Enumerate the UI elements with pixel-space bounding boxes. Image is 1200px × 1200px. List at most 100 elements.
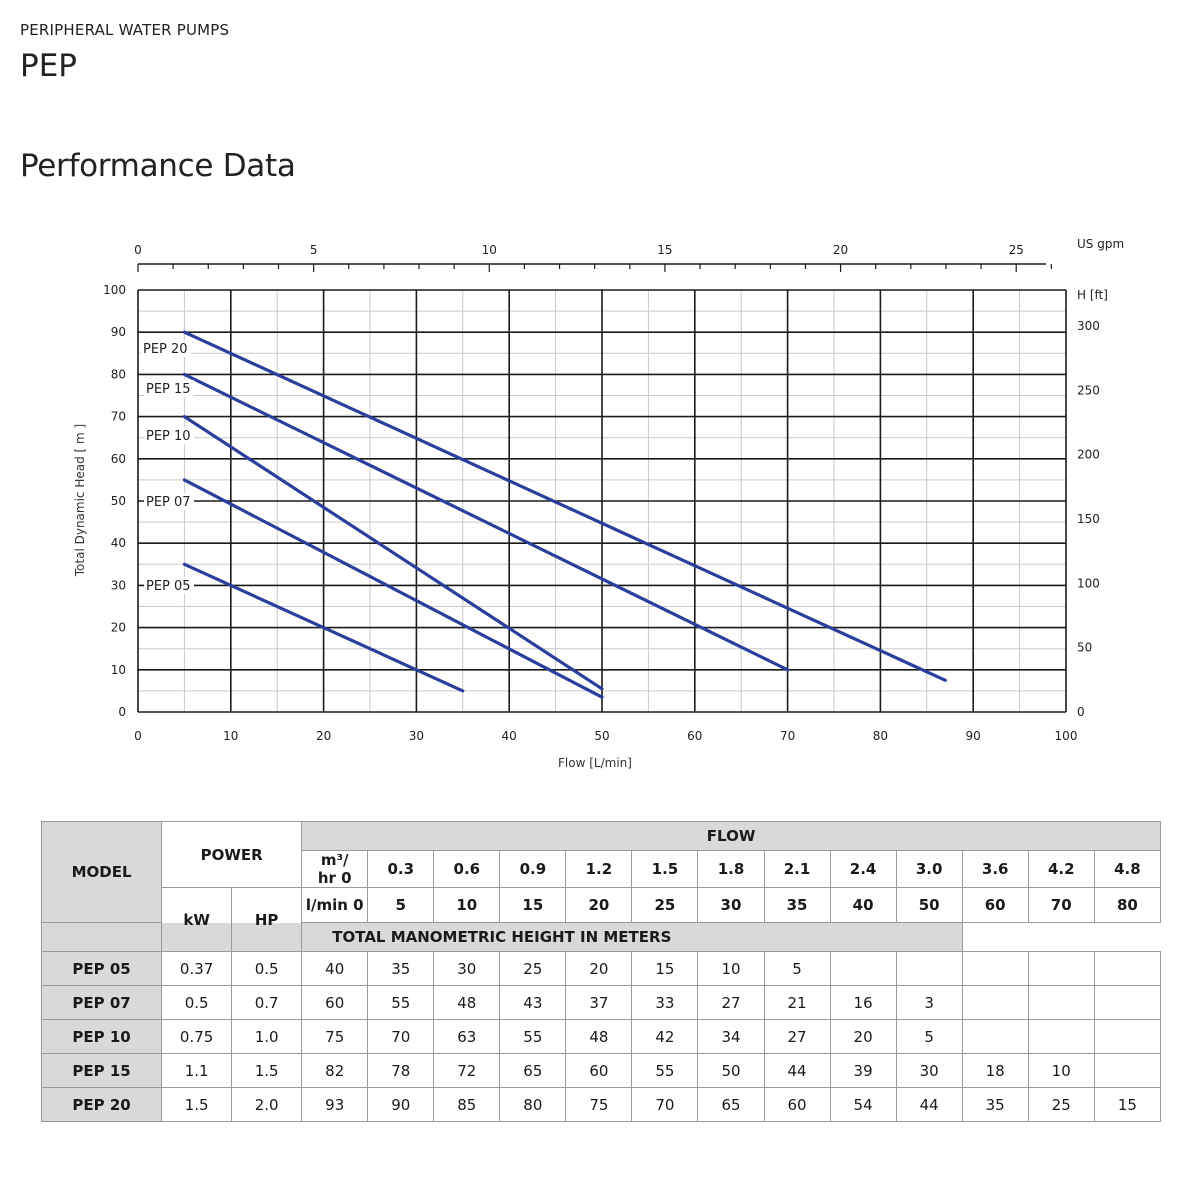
table-row: PEP 05 0.37 0.5 40 35 30 25 20 15 10 5 (40, 951, 1162, 986)
performance-chart: 0 10 20 30 40 50 60 70 80 90 100010203040506070809… (73, 237, 1124, 770)
right-tick-label: 150 (1077, 512, 1100, 526)
head-value-cell (1093, 1053, 1162, 1088)
head-value-cell: 42 (631, 1019, 699, 1054)
series-label-bg (144, 577, 194, 594)
head-value-cell: 75 (565, 1087, 633, 1122)
head-value-cell: 90 (367, 1087, 435, 1122)
x-tick-label: 70 (780, 729, 795, 743)
top-tick-label: 5 (310, 243, 318, 257)
head-value-cell: 37 (565, 985, 633, 1020)
right-tick-label: 0 (1077, 705, 1085, 719)
flow-lmin-value: 50 (895, 887, 963, 923)
y-tick-label: 50 (111, 494, 126, 508)
series-label-bg (144, 427, 194, 444)
series-line (182, 415, 604, 691)
flow-lmin-value: 60 (961, 887, 1029, 923)
series-line (182, 372, 790, 672)
head-value-cell: 63 (433, 1019, 501, 1054)
flow-lmin-value: 25 (631, 887, 699, 923)
top-axis-label: US gpm (1077, 237, 1124, 251)
top-tick-label: 20 (833, 243, 848, 257)
head-value-cell: 44 (895, 1087, 963, 1122)
model-name-cell: PEP 10 (40, 1019, 163, 1054)
head-value-cell: 34 (697, 1019, 765, 1054)
series-label-bg (141, 340, 191, 357)
m3-unit-line1: m³/ (320, 851, 349, 869)
series-label-bg (144, 493, 194, 510)
flow-lmin-value: 5 (367, 887, 435, 923)
kw-cell: 1.5 (161, 1087, 233, 1122)
right-axis-label: H [ft] (1077, 288, 1108, 302)
series-label-bg (144, 380, 194, 397)
power-header: POWER (161, 821, 303, 888)
head-value-cell: 55 (631, 1053, 699, 1088)
kw-cell: 0.37 (161, 951, 233, 986)
series-label: PEP 10 (146, 429, 191, 444)
model-name-cell: PEP 07 (40, 985, 163, 1020)
flow-lmin-row: kW HP l/min 0 5 10 15 20 25 30 35 40 50 60 70 80 (42, 887, 1162, 952)
head-value-cell: 75 (301, 1019, 369, 1054)
head-value-cell: 27 (763, 1019, 831, 1054)
head-value-cell: 85 (433, 1087, 501, 1122)
head-value-cell: 20 (829, 1019, 897, 1054)
flow-header: FLOW (301, 821, 1161, 851)
head-value-cell: 10 (697, 951, 765, 986)
page-eyebrow: PERIPHERAL WATER PUMPS (20, 21, 230, 39)
y-tick-label: 20 (111, 621, 126, 635)
x-tick-label: 90 (966, 729, 981, 743)
flow-m3-value: 2.1 (763, 850, 831, 888)
lmin-unit-label: l/min 0 (301, 887, 369, 923)
head-value-cell: 60 (763, 1087, 831, 1122)
head-value-cell: 80 (499, 1087, 567, 1122)
head-value-cell: 65 (499, 1053, 567, 1088)
flow-m3-value: 4.8 (1093, 850, 1162, 888)
right-tick-label: 200 (1077, 448, 1100, 462)
x-axis-title: Flow [L/min] (558, 756, 632, 770)
flow-m3-row: m³/ hr 0 0.3 0.6 0.9 1.2 1.5 1.8 2.1 2.4 3.0 3.6 4… (42, 850, 1162, 888)
head-value-cell: 33 (631, 985, 699, 1020)
head-value-cell (961, 1019, 1029, 1054)
flow-m3-value: 1.8 (697, 850, 765, 888)
y-tick-label: 40 (111, 536, 126, 550)
right-tick-label: 300 (1077, 319, 1100, 333)
head-value-cell: 50 (697, 1053, 765, 1088)
hp-cell: 0.7 (231, 985, 303, 1020)
series-label: PEP 15 (146, 382, 191, 397)
hp-cell: 2.0 (231, 1087, 303, 1122)
head-value-cell: 60 (301, 985, 369, 1020)
head-value-cell: 60 (565, 1053, 633, 1088)
head-value-cell: 48 (565, 1019, 633, 1054)
head-value-cell: 48 (433, 985, 501, 1020)
x-tick-label: 100 (1055, 729, 1078, 743)
kw-cell: 1.1 (161, 1053, 233, 1088)
table-row: PEP 20 1.5 2.0 93 90 85 80 75 70 65 60 54 44 35 25 15 (40, 1087, 1162, 1122)
head-value-cell: 10 (1027, 1053, 1095, 1088)
m3-unit-line2: hr 0 (317, 869, 352, 887)
head-value-cell (961, 985, 1029, 1020)
flow-lmin-value: 40 (829, 887, 897, 923)
flow-lmin-value: 30 (697, 887, 765, 923)
x-tick-label: 10 (223, 729, 238, 743)
series-line (182, 562, 465, 693)
head-value-cell (961, 951, 1029, 986)
flow-lmin-value: 80 (1093, 887, 1162, 923)
head-value-cell: 78 (367, 1053, 435, 1088)
head-value-cell (895, 951, 963, 986)
series-label: PEP 07 (146, 495, 191, 510)
table-row: PEP 07 0.5 0.7 60 55 48 43 37 33 27 21 16 3 (40, 985, 1162, 1020)
head-value-cell: 82 (301, 1053, 369, 1088)
right-tick-label: 50 (1077, 641, 1092, 655)
flow-lmin-value: 10 (433, 887, 501, 923)
flow-lmin-value: 35 (763, 887, 831, 923)
table-row: PEP 15 1.1 1.5 82 78 72 65 60 55 50 44 39 30 18 10 (40, 1053, 1162, 1088)
performance-table-body: PEP 05 0.37 0.5 40 35 30 25 20 15 10 5 PEP 07 0.5 0.7… (40, 951, 1162, 1122)
performance-table: MODEL POWER FLOW m³/ hr 0 0.3 0.6 0.9 1.2 1.… (40, 821, 1162, 1122)
flow-m3-value: 4.2 (1027, 850, 1095, 888)
head-value-cell: 39 (829, 1053, 897, 1088)
flow-m3-value: 1.5 (631, 850, 699, 888)
head-value-cell: 65 (697, 1087, 765, 1122)
top-tick-label: 10 (482, 243, 497, 257)
product-name: PEP (20, 48, 77, 84)
top-tick-label: 0 (134, 243, 142, 257)
head-value-cell (1027, 985, 1095, 1020)
